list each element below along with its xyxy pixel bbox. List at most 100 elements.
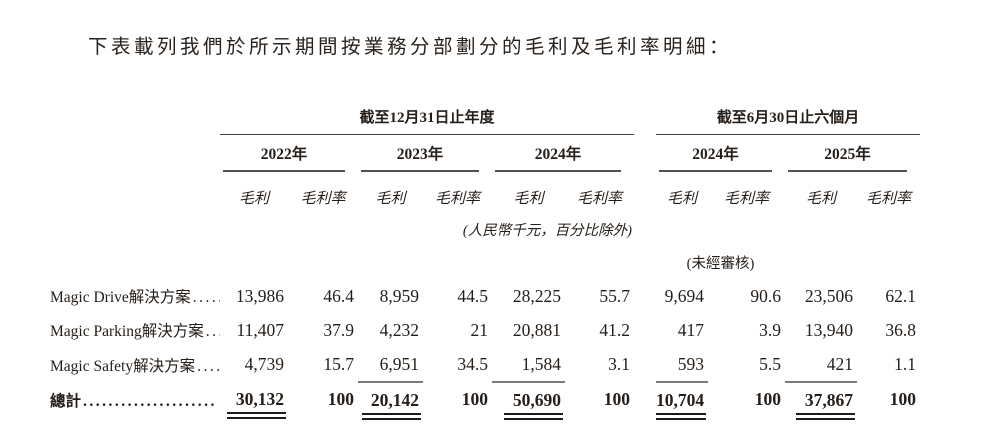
- subheader-gross-profit: 毛利: [238, 191, 269, 207]
- table-row-years: 2022年 2023年 2024年 2024年 2025年: [50, 135, 920, 173]
- group-gap: [634, 313, 656, 347]
- total-double-rule: [226, 412, 286, 419]
- table-row-magic-parking: Magic Parking解決方案.... 11,407 37.9 4,232 …: [50, 313, 920, 347]
- group-gap: [634, 93, 656, 135]
- cell-gross-margin: 34.5: [457, 354, 488, 374]
- subheader-gross-profit: 毛利: [667, 191, 698, 207]
- cell-gross-profit: 23,506: [804, 285, 854, 306]
- cell-gross-margin: 36.8: [885, 319, 917, 340]
- dot-leader: ......: [192, 289, 220, 306]
- spacer-cell: [50, 245, 220, 279]
- cell-gross-margin: 37.9: [323, 319, 354, 340]
- cell-gross-profit: 20,881: [512, 319, 561, 340]
- year-header-2025-interim: 2025年: [785, 135, 920, 172]
- cell-gross-profit: 1,584: [492, 347, 565, 383]
- group-gap: [634, 245, 656, 279]
- year-header-2024-interim: 2024年: [656, 135, 785, 172]
- group-gap: [634, 382, 656, 424]
- cell-gross-margin: 55.7: [599, 285, 631, 306]
- year-label: 2022年: [223, 142, 345, 172]
- year-label: 2025年: [788, 142, 908, 172]
- cell-total-gross-profit: 37,867: [785, 382, 857, 424]
- cell-total-gross-margin: 100: [889, 389, 917, 409]
- group-gap: [634, 279, 656, 313]
- cell-total-gross-profit: 50,690: [492, 382, 565, 424]
- cell-total-gross-profit: 10,704: [656, 382, 708, 424]
- cell-gross-profit: 593: [656, 347, 709, 383]
- subheader-gross-margin: 毛利率: [724, 191, 770, 207]
- group-gap: [634, 172, 656, 213]
- gross-profit-table: 截至12月31日止年度 截至6月30日止六個月 2022年 2023年 2024…: [50, 93, 921, 424]
- cell-gross-margin: 90.6: [750, 285, 782, 306]
- table-row-subheaders: 毛利 毛利率 毛利 毛利率 毛利 毛利率 毛利 毛利率 毛利 毛利率: [50, 172, 920, 213]
- year-header-2023: 2023年: [358, 135, 492, 172]
- subheader-gross-profit: 毛利: [513, 191, 544, 207]
- spacer-cell: [50, 93, 220, 135]
- cell-total-gross-margin: 100: [603, 389, 631, 409]
- cell-gross-margin: 62.1: [885, 285, 917, 306]
- subheader-gross-profit: 毛利: [375, 191, 406, 207]
- cell-gross-margin: 1.1: [894, 354, 917, 374]
- cell-gross-profit: 417: [677, 319, 705, 340]
- cell-gross-margin: 3.9: [759, 319, 782, 340]
- dot-leader: .....................: [83, 393, 217, 410]
- cell-gross-profit: 9,694: [664, 285, 705, 306]
- subheader-gross-margin: 毛利率: [300, 191, 346, 207]
- cell-gross-margin: 21: [470, 319, 489, 340]
- table-row-unit-note: (人民幣千元，百分比除外): [50, 213, 920, 245]
- cell-gross-margin: 44.5: [457, 285, 488, 306]
- group-gap: [634, 347, 656, 382]
- cell-gross-profit: 8,959: [379, 285, 419, 306]
- cell-total-gross-margin: 100: [327, 389, 354, 409]
- group-gap: [634, 213, 656, 245]
- total-double-rule: [503, 413, 563, 420]
- subheader-gross-profit: 毛利: [806, 191, 837, 207]
- unaudited-note: (未經審核): [686, 255, 755, 272]
- period-header-interim: 截至6月30日止六個月: [656, 93, 921, 135]
- spacer-cell: [785, 245, 920, 279]
- table-row-magic-drive: Magic Drive解決方案...... 13,986 46.4 8,959 …: [50, 279, 920, 313]
- row-label-total: 總計.....................: [50, 393, 217, 410]
- cell-gross-profit: 28,225: [512, 285, 561, 306]
- cell-total-gross-margin: 100: [754, 389, 782, 409]
- cell-gross-profit: 13,986: [235, 285, 284, 306]
- page-title: 下表載列我們於所示期間按業務分部劃分的毛利及毛利率明細：: [88, 37, 733, 58]
- table-row-total: 總計..................... 30,132 100 20,14…: [50, 382, 920, 424]
- row-label-magic-parking: Magic Parking解決方案....: [50, 313, 220, 347]
- cell-gross-margin: 3.1: [608, 354, 631, 374]
- cell-gross-margin: 5.5: [759, 354, 782, 374]
- period-header-annual: 截至12月31日止年度: [220, 93, 635, 135]
- cell-total-gross-margin: 100: [461, 389, 488, 409]
- year-label: 2023年: [361, 142, 479, 172]
- cell-gross-margin: 41.2: [599, 319, 631, 340]
- dot-leader: ......: [197, 357, 220, 375]
- year-label: 2024年: [659, 142, 773, 172]
- cell-gross-profit: 6,951: [358, 347, 423, 383]
- year-header-2024: 2024年: [492, 135, 634, 172]
- subheader-gross-margin: 毛利率: [434, 191, 480, 207]
- table-row-period-headers: 截至12月31日止年度 截至6月30日止六個月: [50, 93, 921, 135]
- unit-note: (人民幣千元，百分比除外): [462, 222, 633, 239]
- table-row-magic-safety: Magic Safety解決方案...... 4,739 15.7 6,951 …: [50, 347, 920, 383]
- year-label: 2024年: [495, 142, 622, 172]
- cell-gross-profit: 11,407: [236, 319, 284, 340]
- cell-total-gross-profit: 20,142: [358, 382, 423, 424]
- spacer-cell: [656, 213, 920, 245]
- table-row-unaudited-note: (未經審核): [50, 245, 920, 279]
- row-label-magic-safety: Magic Safety解決方案......: [50, 347, 220, 382]
- dot-leader: ....: [205, 323, 220, 340]
- group-gap: [634, 135, 656, 173]
- cell-gross-profit: 13,940: [804, 319, 854, 340]
- spacer-cell: [220, 245, 634, 279]
- subheader-gross-margin: 毛利率: [866, 191, 912, 207]
- total-double-rule: [795, 413, 856, 420]
- cell-gross-profit: 4,739: [244, 354, 284, 374]
- total-double-rule: [656, 413, 707, 420]
- year-header-2022: 2022年: [220, 135, 358, 172]
- spacer-cell: [50, 213, 220, 245]
- cell-total-gross-profit: 30,132: [220, 382, 288, 424]
- cell-gross-profit: 4,232: [379, 319, 419, 340]
- cell-gross-margin: 46.4: [323, 285, 354, 306]
- subheader-gross-margin: 毛利率: [577, 191, 623, 207]
